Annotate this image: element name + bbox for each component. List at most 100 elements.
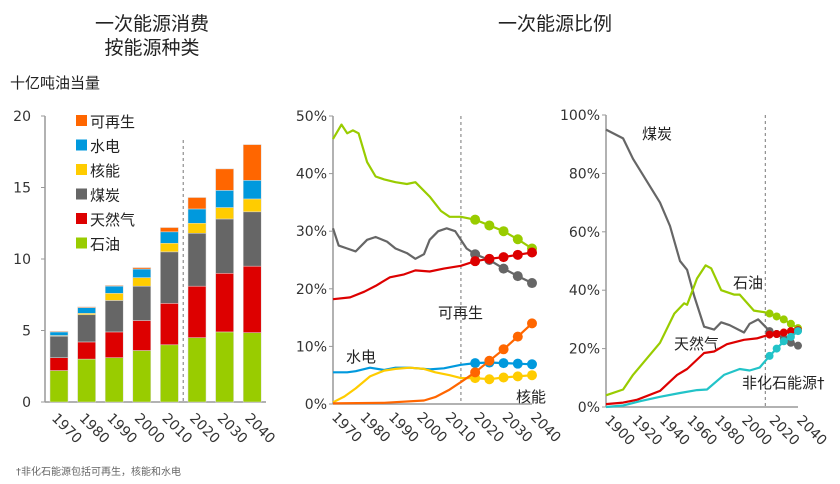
point-oil-2025: [498, 226, 509, 237]
bar-renewables-1980: [77, 306, 96, 308]
bar-coal-2010: [160, 251, 179, 304]
bar-coal-2040: [242, 211, 262, 267]
bar-gas-1990: [104, 331, 124, 358]
point-nonfossil-2030: [786, 332, 795, 341]
chart1-title-line1: 一次能源消费: [95, 13, 209, 35]
bar-nuclear-2030: [215, 207, 234, 220]
chart2-x-tick-label: 2020: [470, 410, 507, 447]
legend-label-oil: 石油: [90, 236, 120, 254]
label-nuclear: 核能: [516, 388, 546, 406]
label-gas: 天然气: [674, 335, 719, 353]
point-oil-2015: [470, 214, 481, 225]
bar-gas-1980: [77, 341, 96, 360]
point-gas-2015: [765, 330, 774, 339]
bar-coal-2000: [132, 285, 152, 321]
chart3-y-tick-label: 0%: [578, 400, 600, 416]
bar-coal-1970: [49, 335, 69, 358]
chart3-y-tick-label: 100%: [560, 108, 600, 124]
chart3-x-tick-label: 2000: [738, 413, 775, 450]
line-nonfossil: [605, 330, 799, 409]
point-oil-2020: [484, 220, 495, 231]
legend-swatch-renewables: [76, 115, 87, 126]
chart1-y-tick-label: 0: [22, 395, 31, 411]
chart1-x-tick-label: 1980: [76, 411, 113, 448]
legend-label-hydro: 水电: [90, 138, 120, 156]
point-coal-2025: [498, 263, 509, 274]
chart3-y-tick-label: 80%: [569, 166, 600, 182]
chart1-x-tick-label: 1990: [103, 411, 140, 448]
chart2-x-tick-label: 1990: [385, 410, 422, 447]
point-nonfossil-2015: [765, 351, 774, 360]
label-nonfossil: 非化石能源†: [742, 374, 825, 392]
point-nuclear-2035: [527, 370, 537, 381]
chart1-y-tick-label: 5: [22, 324, 31, 340]
chart3-x-tick-label: 2040: [793, 413, 830, 450]
chart3-x-tick-label: 1920: [629, 413, 666, 450]
bar-coal-1980: [77, 314, 96, 343]
chart2-x-tick-label: 2000: [413, 410, 450, 447]
bar-renewables-1990: [104, 285, 124, 287]
legend-swatch-nuclear: [76, 164, 87, 175]
legend-swatch-coal: [76, 188, 87, 200]
chart1-x-tick-label: 2020: [186, 411, 223, 448]
chart2-y-tick-label: 50%: [296, 109, 327, 125]
point-hydro-2025: [498, 358, 509, 369]
bar-nuclear-2020: [187, 223, 207, 234]
legend-swatch-oil: [76, 237, 87, 249]
bar-gas-2000: [132, 320, 152, 351]
bar-oil-2040: [242, 332, 262, 403]
bar-gas-1970: [49, 357, 69, 371]
chart2-x-tick-label: 2040: [527, 410, 564, 447]
bar-hydro-1990: [104, 285, 124, 294]
point-oil-2030: [512, 234, 523, 245]
bar-coal-2030: [215, 218, 234, 274]
legend-label-gas: 天然气: [90, 211, 135, 229]
bar-gas-2020: [187, 285, 207, 338]
label-oil: 石油: [733, 274, 763, 292]
bar-renewables-1970: [49, 330, 69, 333]
point-gas-2025: [779, 328, 788, 337]
bar-oil-1980: [77, 358, 96, 403]
bar-renewables-2040: [242, 144, 262, 181]
bar-nuclear-2010: [160, 243, 179, 253]
point-nuclear-2030: [512, 371, 523, 382]
bar-nuclear-1990: [104, 293, 124, 301]
line-renewables: [332, 322, 533, 405]
point-gas-2020: [484, 253, 495, 264]
chart1-y-tick-label: 10: [13, 252, 31, 268]
chart3-y-tick-label: 40%: [569, 283, 600, 299]
footnote: †非化石能源包括可再生，核能和水电: [16, 465, 181, 478]
chart1-x-tick-label: 2040: [241, 411, 278, 448]
bar-renewables-2020: [187, 197, 207, 210]
point-gas-2035: [527, 247, 537, 258]
point-oil-2020: [772, 312, 781, 321]
bar-hydro-1970: [49, 331, 69, 336]
chart2-x-tick-label: 1970: [328, 410, 365, 447]
chart3-y-tick-label: 60%: [569, 225, 600, 241]
chart1-ylabel: 十亿吨油当量: [10, 74, 100, 92]
chart1-x-tick-label: 2000: [131, 411, 168, 448]
chart2-y-tick-label: 0%: [305, 397, 327, 413]
chart2-title: 一次能源比例: [498, 13, 612, 35]
bar-oil-1990: [104, 357, 124, 403]
label-renewables: 可再生: [438, 304, 483, 322]
chart3-x-tick-label: 1940: [656, 413, 693, 450]
bar-nuclear-2040: [242, 198, 262, 213]
bar-renewables-2000: [132, 267, 152, 270]
bar-hydro-2010: [160, 231, 179, 244]
chart2-x-tick-label: 2030: [499, 410, 536, 447]
point-gas-2015: [470, 256, 481, 267]
chart1-y-tick-label: 15: [13, 181, 31, 197]
bar-hydro-2040: [242, 180, 262, 200]
point-hydro-2015: [470, 358, 481, 369]
chart3-x-tick-label: 1980: [711, 413, 748, 450]
bar-oil-2010: [160, 344, 179, 403]
line-nuclear: [332, 366, 533, 404]
bar-renewables-2010: [160, 227, 179, 233]
chart1-x-tick-label: 2010: [159, 411, 196, 448]
point-renewables-2035: [527, 318, 537, 329]
point-nonfossil-2025: [779, 337, 788, 346]
point-hydro-2030: [512, 358, 523, 369]
bar-oil-2020: [187, 337, 207, 403]
